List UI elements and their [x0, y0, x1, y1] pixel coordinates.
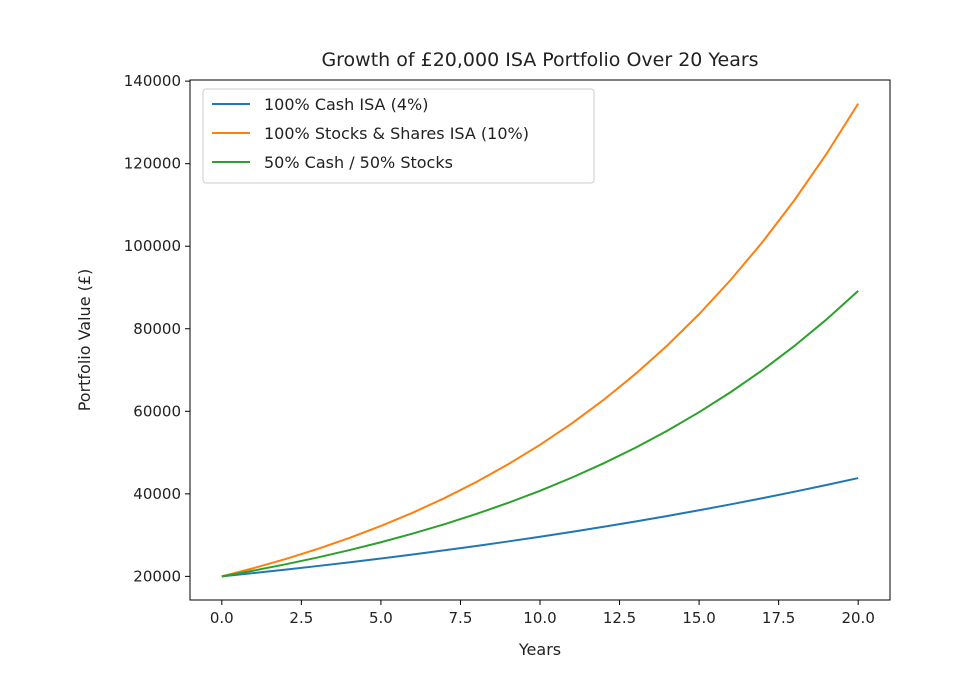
legend-label-2: 50% Cash / 50% Stocks [264, 153, 453, 172]
x-tick-label: 17.5 [762, 609, 795, 627]
legend-label-1: 100% Stocks & Shares ISA (10%) [264, 124, 529, 143]
series-layer [221, 103, 860, 578]
y-tick-label: 100000 [124, 237, 181, 255]
y-axis-label: Portfolio Value (£) [75, 269, 94, 412]
series-line-2 [221, 290, 859, 578]
x-tick-label: 12.5 [603, 609, 636, 627]
series-line-1 [221, 103, 860, 578]
x-tick-label: 0.0 [210, 609, 234, 627]
x-axis-label: Years [518, 640, 561, 659]
y-tick-label: 80000 [133, 320, 181, 338]
x-tick-label: 5.0 [369, 609, 393, 627]
y-tick-label: 20000 [133, 567, 181, 585]
x-tick-label: 2.5 [289, 609, 313, 627]
y-tick-label: 120000 [124, 155, 181, 173]
legend: 100% Cash ISA (4%) 100% Stocks & Shares I… [202, 88, 595, 184]
y-axis: 20000 40000 60000 80000 100000 120000 140000 [124, 72, 190, 585]
legend-label-0: 100% Cash ISA (4%) [264, 95, 428, 114]
x-tick-label: 20.0 [841, 609, 874, 627]
series-line-0 [221, 477, 859, 578]
chart-title: Growth of £20,000 ISA Portfolio Over 20 … [321, 49, 758, 71]
legend-box [202, 88, 595, 184]
x-tick-label: 10.0 [523, 609, 556, 627]
x-axis: 0.0 2.5 5.0 7.5 10.0 12.5 15.0 17.5 20.0 [210, 600, 875, 627]
y-tick-label: 140000 [124, 72, 181, 90]
y-tick-label: 60000 [133, 402, 181, 420]
x-tick-label: 7.5 [449, 609, 473, 627]
x-tick-label: 15.0 [682, 609, 715, 627]
y-tick-label: 40000 [133, 485, 181, 503]
